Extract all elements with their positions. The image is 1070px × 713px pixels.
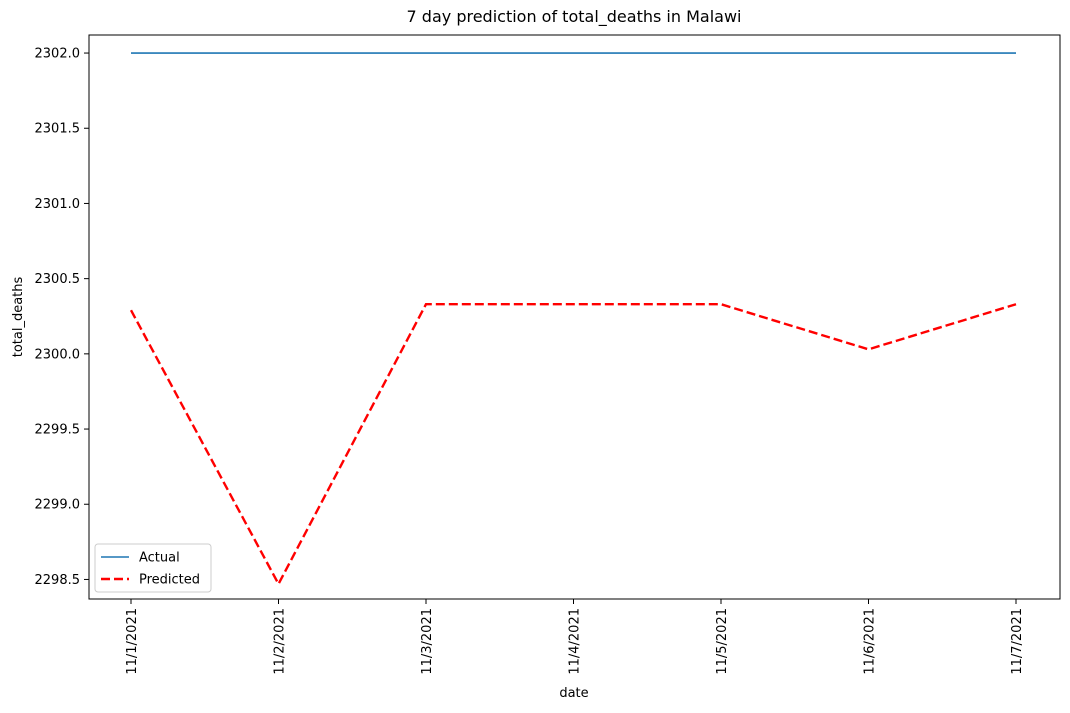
chart-title: 7 day prediction of total_deaths in Mala… xyxy=(407,7,742,27)
y-tick-label: 2300.0 xyxy=(35,347,81,362)
x-tick-label: 11/2/2021 xyxy=(273,608,288,675)
y-tick-label: 2301.5 xyxy=(35,122,81,137)
legend-label-predicted: Predicted xyxy=(139,573,200,588)
y-axis-label: total_deaths xyxy=(11,277,26,358)
y-tick-label: 2300.5 xyxy=(35,272,81,287)
series-line-predicted xyxy=(129,303,1017,587)
y-tick-label: 2301.0 xyxy=(35,197,81,212)
x-tick-label: 11/3/2021 xyxy=(420,608,435,675)
series-layer xyxy=(129,52,1017,587)
plot-area xyxy=(89,35,1060,599)
legend: Actual Predicted xyxy=(94,543,212,593)
x-tick-label: 11/5/2021 xyxy=(715,608,730,675)
x-tick-label: 11/7/2021 xyxy=(1010,608,1025,675)
x-axis-label: date xyxy=(559,686,588,701)
legend-box xyxy=(94,543,212,593)
legend-label-actual: Actual xyxy=(139,551,180,566)
y-tick-label: 2299.5 xyxy=(35,423,81,438)
x-tick-label: 11/6/2021 xyxy=(863,608,878,675)
y-tick-label: 2302.0 xyxy=(35,47,81,62)
x-tick-label: 11/4/2021 xyxy=(568,608,583,675)
y-tick-label: 2298.5 xyxy=(35,573,81,588)
plot-frame xyxy=(88,34,1061,600)
x-axis: 11/1/2021 11/2/2021 11/3/2021 11/4/2021 11/5… xyxy=(125,599,1025,675)
x-tick-label: 11/1/2021 xyxy=(125,608,140,675)
y-tick-label: 2299.0 xyxy=(35,498,81,513)
y-axis: 2298.5 2299.0 2299.5 2300.0 2300.5 2301.0 2301… xyxy=(35,47,89,588)
